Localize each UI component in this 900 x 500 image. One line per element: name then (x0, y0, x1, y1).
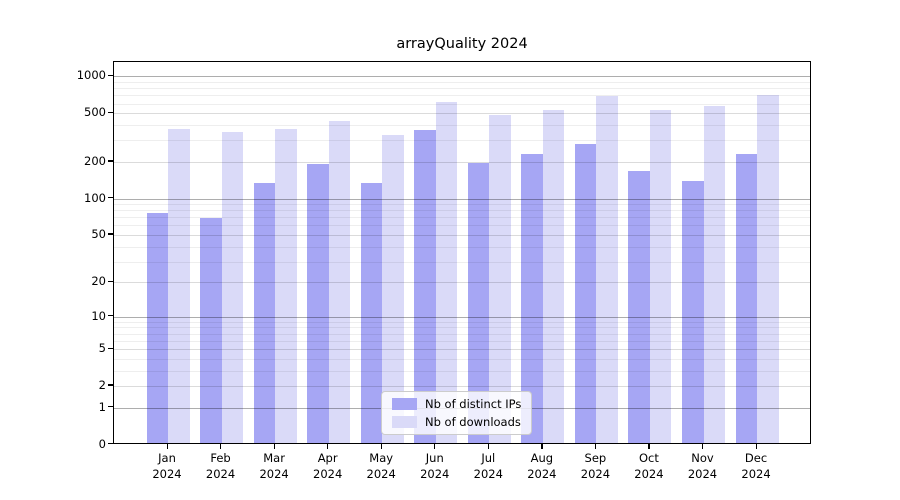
x-tick-label-apr-2024: Apr 2024 (293, 451, 363, 482)
x-tick-label-line: Jun (425, 451, 444, 465)
x-tick-jul-2024 (487, 444, 489, 449)
x-tick-label-line: 2024 (259, 466, 289, 481)
x-tick-label-line: 2024 (473, 466, 503, 481)
bar-nb-of-downloads-oct-2024 (649, 110, 672, 443)
x-tick-label-jul-2024: Jul 2024 (453, 451, 523, 482)
x-tick-apr-2024 (327, 444, 329, 449)
bar-nb-of-downloads-jan-2024 (168, 129, 190, 443)
x-tick-label-may-2024: May 2024 (346, 451, 416, 482)
bar-nb-of-distinct-ips-jul-2024 (467, 163, 490, 443)
x-tick-label-line: 2024 (313, 466, 343, 481)
x-tick-label-oct-2024: Oct 2024 (614, 451, 684, 482)
bar-nb-of-downloads-feb-2024 (221, 132, 244, 443)
bar-nb-of-distinct-ips-oct-2024 (628, 171, 650, 443)
x-tick-label-mar-2024: Mar 2024 (239, 451, 309, 482)
x-tick-jun-2024 (434, 444, 436, 449)
y-tick-label-500: 500 (84, 105, 106, 120)
bar-nb-of-distinct-ips-aug-2024 (521, 153, 543, 443)
y-tick-label-1000: 1000 (76, 68, 106, 83)
bar-nb-of-distinct-ips-dec-2024 (735, 153, 758, 443)
x-tick-label-line: 2024 (687, 466, 718, 481)
bar-nb-of-downloads-jun-2024 (435, 102, 458, 443)
y-tick-label-200: 200 (84, 153, 106, 168)
y-tick-label-50: 50 (91, 226, 106, 241)
x-tick-label-line: Jan (158, 451, 176, 465)
x-tick-jan-2024 (166, 444, 168, 449)
bar-nb-of-distinct-ips-nov-2024 (682, 181, 704, 443)
bar-nb-of-downloads-aug-2024 (542, 109, 565, 443)
x-tick-aug-2024 (541, 444, 543, 449)
x-tick-oct-2024 (648, 444, 650, 449)
y-tick-label-2: 2 (98, 377, 106, 392)
x-tick-label-line: Sep (584, 451, 607, 465)
bars-layer (114, 62, 810, 443)
x-tick-label-line: Dec (744, 451, 768, 465)
legend-swatch-downloads (392, 416, 417, 428)
y-tick-label-20: 20 (91, 274, 106, 289)
x-tick-nov-2024 (702, 444, 704, 449)
x-tick-label-sep-2024: Sep 2024 (560, 451, 630, 482)
bar-nb-of-downloads-mar-2024 (275, 129, 297, 443)
x-tick-label-nov-2024: Nov 2024 (668, 451, 738, 482)
bar-nb-of-distinct-ips-jun-2024 (414, 130, 436, 443)
x-tick-label-line: 2024 (420, 466, 450, 481)
bar-nb-of-downloads-dec-2024 (757, 95, 779, 443)
x-tick-dec-2024 (755, 444, 757, 449)
x-tick-label-line: 2024 (527, 466, 557, 481)
bar-nb-of-distinct-ips-sep-2024 (574, 143, 597, 443)
legend-item-downloads: Nb of downloads (392, 415, 521, 429)
plot-area: Nb of distinct IPs Nb of downloads (113, 61, 811, 444)
y-tick-label-10: 10 (91, 308, 106, 323)
bar-nb-of-distinct-ips-jan-2024 (146, 213, 168, 443)
x-tick-label-line: 2024 (205, 466, 236, 481)
x-tick-label-line: 2024 (152, 466, 182, 481)
chart-title: arrayQuality 2024 (396, 36, 528, 52)
bar-nb-of-distinct-ips-mar-2024 (253, 182, 276, 443)
y-tick-label-5: 5 (98, 341, 106, 356)
x-tick-label-line: Aug (530, 451, 554, 465)
x-tick-label-line: 2024 (366, 466, 396, 481)
x-tick-label-jan-2024: Jan 2024 (132, 451, 202, 482)
legend-item-distinct-ips: Nb of distinct IPs (392, 397, 521, 411)
x-tick-label-jun-2024: Jun 2024 (400, 451, 470, 482)
legend-label-distinct-ips: Nb of distinct IPs (425, 397, 522, 411)
x-tick-may-2024 (380, 444, 382, 449)
legend-label-downloads: Nb of downloads (425, 415, 521, 429)
bar-nb-of-downloads-sep-2024 (596, 96, 618, 443)
bar-nb-of-distinct-ips-may-2024 (360, 183, 383, 443)
x-tick-label-feb-2024: Feb 2024 (186, 451, 256, 482)
x-tick-mar-2024 (273, 444, 275, 449)
bar-nb-of-distinct-ips-apr-2024 (307, 164, 329, 443)
x-tick-label-line: Apr (317, 451, 338, 465)
x-tick-label-line: Feb (210, 451, 231, 465)
x-tick-label-line: Jul (481, 451, 496, 465)
bar-nb-of-downloads-apr-2024 (328, 121, 351, 443)
x-tick-label-line: 2024 (634, 466, 664, 481)
bar-nb-of-distinct-ips-feb-2024 (200, 217, 222, 443)
bar-nb-of-downloads-may-2024 (382, 135, 404, 443)
x-tick-label-line: Nov (691, 451, 714, 465)
legend-swatch-distinct-ips (392, 398, 417, 410)
legend: Nb of distinct IPs Nb of downloads (381, 391, 533, 435)
y-tick-label-100: 100 (84, 190, 106, 205)
bar-nb-of-downloads-nov-2024 (703, 106, 725, 443)
x-tick-label-line: Mar (263, 451, 285, 465)
bar-nb-of-downloads-jul-2024 (489, 115, 511, 443)
y-tick-label-0: 0 (98, 436, 106, 451)
y-tick-label-1: 1 (98, 399, 106, 414)
x-tick-sep-2024 (594, 444, 597, 449)
x-tick-feb-2024 (220, 444, 222, 449)
x-tick-label-dec-2024: Dec 2024 (721, 451, 791, 482)
x-tick-label-line: 2024 (741, 466, 771, 481)
x-tick-label-line: May (369, 451, 394, 465)
x-tick-label-line: Oct (638, 451, 659, 465)
x-tick-label-line: 2024 (580, 466, 611, 481)
x-tick-label-aug-2024: Aug 2024 (507, 451, 577, 482)
